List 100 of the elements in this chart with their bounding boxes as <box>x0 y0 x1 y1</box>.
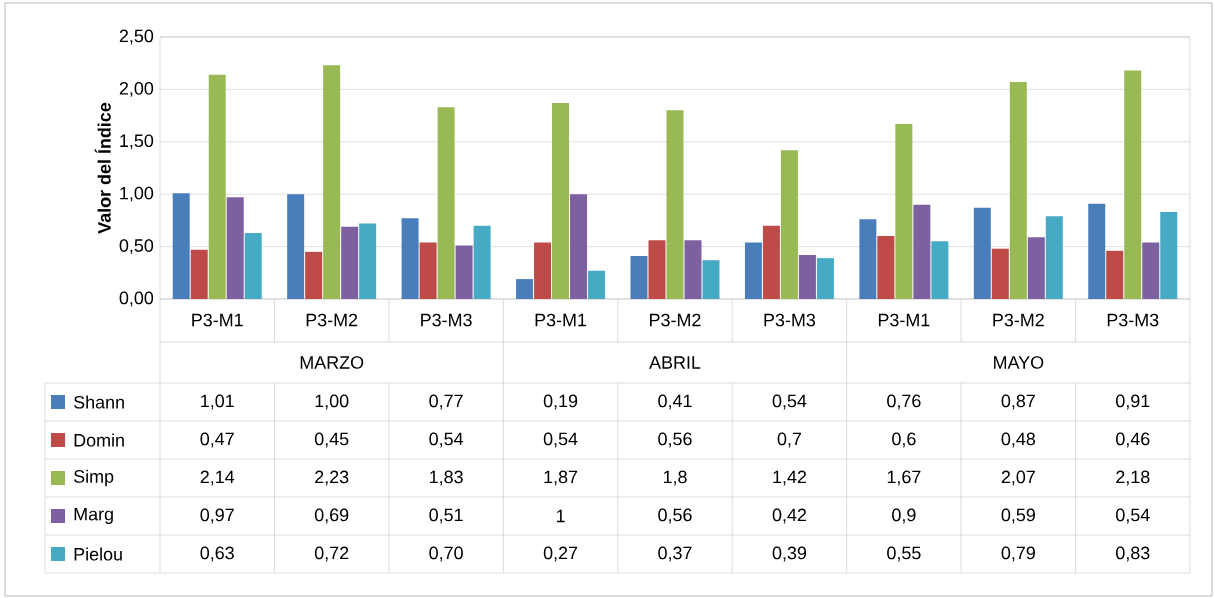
bar <box>1088 203 1106 299</box>
bar <box>455 245 473 299</box>
data-label: 0,59 <box>1001 508 1035 524</box>
data-label: 1,42 <box>773 470 807 486</box>
data-label: 0,6 <box>892 432 916 448</box>
data-label: 0,91 <box>1116 394 1150 410</box>
bar <box>630 256 648 299</box>
bar <box>973 207 991 299</box>
bar <box>991 248 1009 299</box>
x-tick-label: P3-M2 <box>306 313 358 327</box>
data-label: 0,51 <box>429 508 463 524</box>
data-label: 0,97 <box>200 508 234 524</box>
data-label: 2,18 <box>1116 470 1150 486</box>
bar <box>172 193 190 299</box>
x-tick-label: P3-M3 <box>421 313 472 327</box>
data-label: 0,39 <box>772 546 807 562</box>
data-label: 0,42 <box>772 508 807 524</box>
bar <box>323 65 341 299</box>
data-label: 2,07 <box>1001 470 1035 486</box>
x-tick-label: P3-M2 <box>993 313 1044 327</box>
bar <box>437 107 455 299</box>
legend-label: Shann <box>73 395 124 409</box>
legend-label: Simp <box>73 469 114 487</box>
bar <box>190 249 208 299</box>
data-label: 1 <box>556 509 565 523</box>
bar <box>552 103 570 299</box>
data-label: 2,14 <box>200 470 235 486</box>
x-tick-label: P3-M3 <box>764 313 816 327</box>
bar <box>816 258 834 299</box>
bar <box>588 270 606 299</box>
x-tick-label: P3-M1 <box>878 313 930 327</box>
bar <box>895 123 913 299</box>
bar <box>341 226 359 299</box>
data-label: 0,69 <box>314 508 349 524</box>
data-label: 1,83 <box>430 470 463 486</box>
bar <box>762 225 780 299</box>
bar <box>287 194 305 299</box>
data-label: 0,54 <box>543 432 578 448</box>
bar <box>877 236 895 299</box>
bar <box>702 260 720 299</box>
bar <box>226 197 244 299</box>
bar <box>534 242 552 299</box>
data-label: 0,54 <box>772 394 807 410</box>
y-tick-label: 2,50 <box>119 29 154 45</box>
data-label: 0,37 <box>658 546 692 562</box>
data-label: 0,47 <box>200 432 234 448</box>
bar <box>931 241 949 299</box>
bar <box>913 204 931 299</box>
bar <box>1160 212 1178 299</box>
bar <box>744 242 762 299</box>
bar <box>473 225 491 299</box>
data-label: 0,7 <box>777 432 802 448</box>
data-label: 0,46 <box>1116 432 1150 448</box>
bar <box>684 240 702 299</box>
data-label: 0,70 <box>429 546 463 562</box>
data-label: 2,23 <box>315 470 349 486</box>
bar <box>401 218 419 299</box>
bar <box>208 74 226 299</box>
x-tick-label: P3-M1 <box>535 313 587 327</box>
data-label: 0,9 <box>892 508 916 524</box>
bar <box>1027 237 1045 299</box>
data-label: 0,63 <box>200 546 234 562</box>
bar <box>1009 82 1027 299</box>
y-tick-label: 2,00 <box>119 81 154 97</box>
bar <box>570 194 588 299</box>
data-label: 0,56 <box>658 432 692 448</box>
data-label: 1,8 <box>663 470 687 486</box>
data-label: 1,00 <box>315 394 349 410</box>
y-tick-label: 0,50 <box>119 239 154 255</box>
data-label: 0,54 <box>1116 508 1150 524</box>
legend-label: Pielou <box>74 547 122 561</box>
data-label: 0,83 <box>1116 546 1150 562</box>
bar <box>859 219 877 299</box>
data-label: 1,67 <box>887 470 921 486</box>
bar <box>780 150 798 299</box>
bar <box>359 223 377 299</box>
y-tick-label: 0,00 <box>119 291 154 307</box>
bar <box>244 232 262 299</box>
legend-label: Marg <box>74 507 113 525</box>
text: ABRIL <box>649 356 701 369</box>
data-label: 0,27 <box>543 546 578 562</box>
text: MARZO <box>300 356 364 369</box>
y-axis-title: Valor del Índice <box>94 102 111 234</box>
data-label: 0,54 <box>429 432 464 448</box>
y-tick-label: 1,50 <box>120 134 154 150</box>
data-label: 0,77 <box>429 394 463 410</box>
bar <box>516 279 534 299</box>
data-label: 0,41 <box>658 394 692 410</box>
data-label: 0,79 <box>1001 546 1035 562</box>
data-label: 0,48 <box>1001 432 1036 448</box>
data-label: 0,55 <box>887 546 921 562</box>
data-label: 1,01 <box>201 394 234 410</box>
data-label: 0,76 <box>887 394 921 410</box>
bar <box>419 242 437 299</box>
bar <box>648 240 666 299</box>
text: MAYO <box>994 356 1044 369</box>
x-tick-label: P3-M2 <box>650 313 701 327</box>
bar <box>1142 242 1160 299</box>
data-label: 0,56 <box>658 508 692 524</box>
data-label: 0,72 <box>314 546 349 562</box>
